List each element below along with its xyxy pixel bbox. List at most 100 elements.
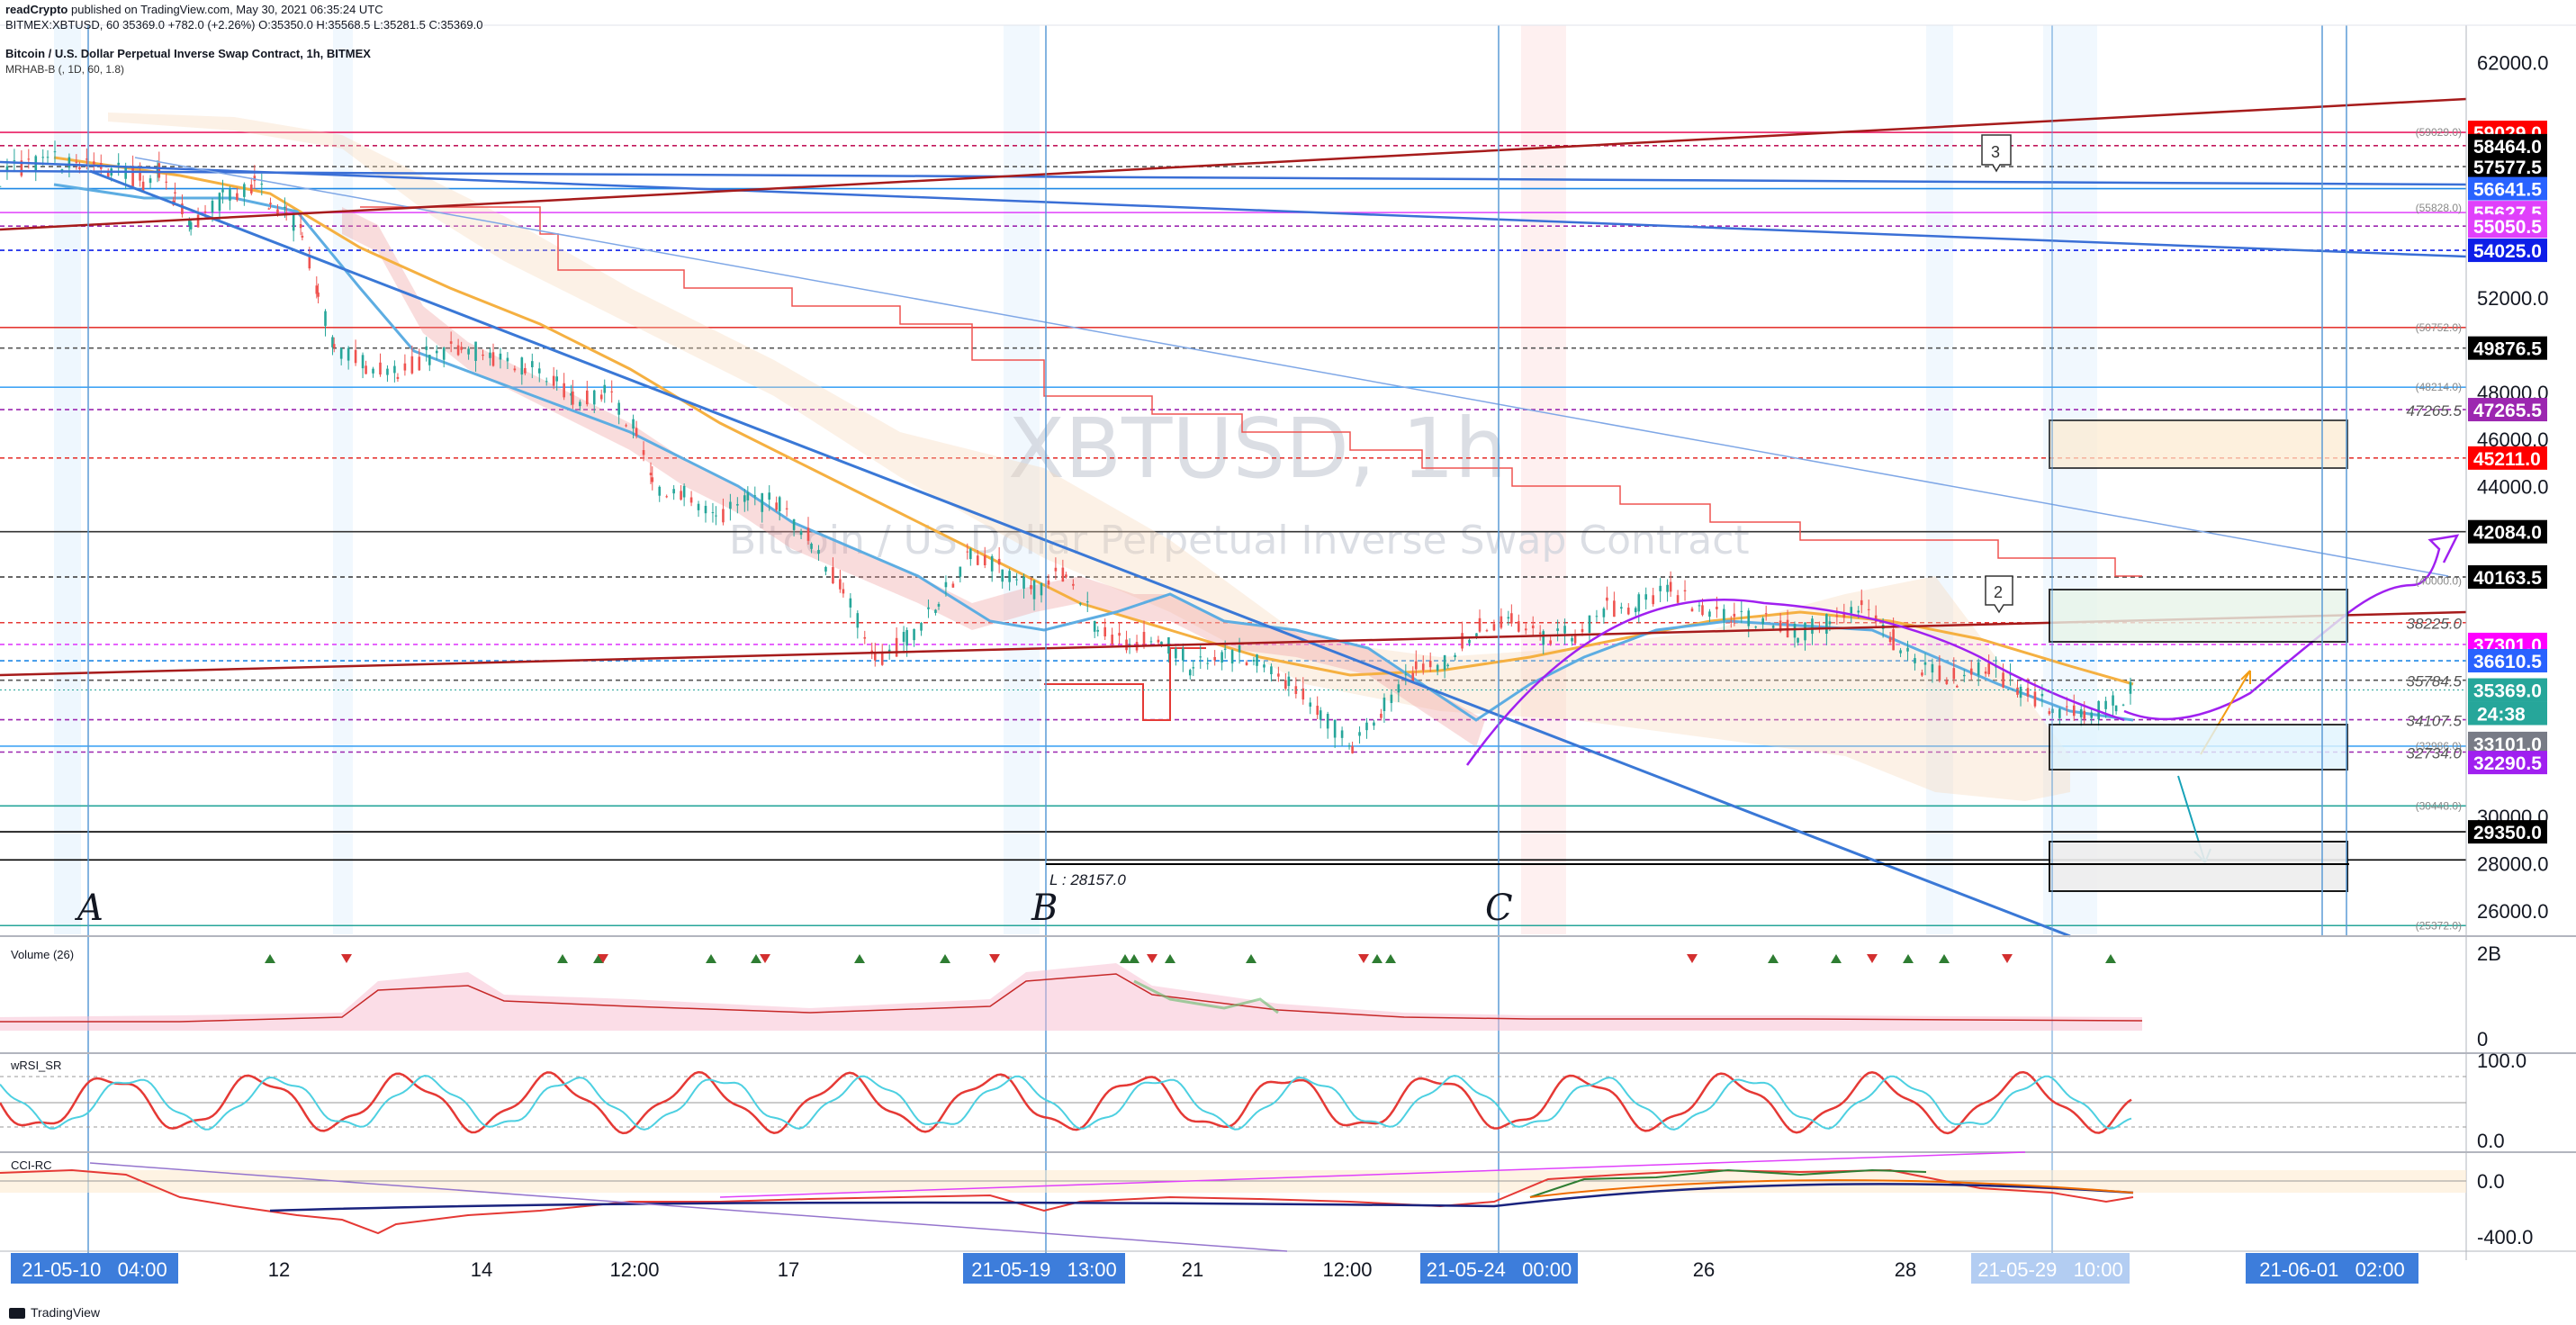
candle-body	[545, 381, 548, 383]
time-axis-tick: 12:00	[609, 1258, 659, 1281]
price-tag-value: 36610.5	[2473, 652, 2542, 672]
level-value-label: (50752.0)	[2416, 321, 2462, 334]
level-value-label: (25372.0)	[2416, 919, 2462, 932]
candle-body	[1828, 621, 1832, 625]
volume-tick-max: 2B	[2477, 942, 2501, 965]
candle-body	[1245, 662, 1248, 666]
candle-body	[1669, 581, 1672, 592]
candle-body	[396, 376, 400, 379]
projection-purple-arc	[1465, 599, 2125, 766]
candle-body	[1085, 601, 1089, 603]
candle-body	[1793, 623, 1797, 638]
time-axis[interactable]: 12 14 12:00 17 21 12:00 26 28 21-05-10 04:00 21-0…	[11, 1253, 2418, 1284]
indicator-label[interactable]: MRHAB-B (, 1D, 60, 1.8)	[5, 63, 125, 76]
candle-body	[1294, 686, 1298, 694]
price-tag-bg	[2468, 649, 2547, 673]
candle-body	[1326, 714, 1329, 729]
candle-body	[1779, 620, 1782, 632]
candle-body	[1835, 615, 1839, 617]
candle-body	[2104, 700, 2107, 709]
candle-body	[1256, 654, 1258, 666]
level-value-label: 34107.5	[2407, 713, 2463, 730]
callout-3[interactable]: 3	[1981, 134, 2012, 173]
candle-body	[158, 163, 161, 178]
trendline-thin-blue	[134, 157, 2449, 577]
candle-body	[1747, 610, 1751, 626]
candle-body	[27, 158, 31, 160]
level-value-label: (30448.0)	[2416, 799, 2462, 812]
trendline-blue-top	[0, 169, 2467, 186]
candle-body	[704, 505, 707, 514]
volume-down-marker	[1358, 954, 1369, 963]
candle-body	[1945, 680, 1949, 684]
candle-body	[873, 653, 877, 661]
candle-body	[651, 477, 654, 482]
time-axis-tag: 21-05-19 13:00	[971, 1258, 1116, 1281]
candle-body	[372, 368, 374, 374]
cci-tick-zero: 0.0	[2477, 1170, 2505, 1193]
candle-body	[1157, 639, 1160, 643]
candle-body	[715, 515, 717, 517]
candle-body	[913, 628, 915, 641]
candle-body	[902, 632, 905, 642]
price-tag-bg	[2468, 820, 2547, 844]
candle-body	[1899, 650, 1902, 653]
candle-body	[1659, 585, 1662, 591]
level-value-label: (32986.0)	[2416, 740, 2462, 753]
callout-2[interactable]: 2	[1985, 575, 2013, 614]
rsi-pane-label[interactable]: wRSI_SR	[11, 1059, 62, 1072]
candle-body	[1740, 610, 1743, 612]
candle-body	[149, 178, 152, 184]
price-tag-value: 58464.0	[2473, 137, 2542, 158]
price-tag-value: 32290.5	[2473, 753, 2542, 774]
candle-body	[2033, 691, 2037, 707]
candle-body	[1764, 613, 1768, 615]
rsi-tick-min: 0.0	[2477, 1130, 2505, 1152]
candle-body	[2002, 672, 2004, 688]
volume-pane-label[interactable]: Volume (26)	[11, 948, 75, 961]
candle-body	[1914, 658, 1916, 663]
candle-body	[983, 555, 986, 565]
candle-body	[842, 589, 845, 594]
candle-body	[1008, 571, 1011, 582]
publisher-name[interactable]: readCrypto	[5, 3, 68, 16]
candle-body	[1213, 656, 1216, 661]
candle-body	[1538, 632, 1542, 635]
candle-body	[5, 166, 9, 171]
zone-box-bottom[interactable]	[2049, 841, 2348, 892]
candle-body	[1347, 745, 1351, 747]
candle-body	[799, 531, 803, 536]
candle-body	[1588, 615, 1591, 633]
zone-box-mid[interactable]	[2049, 589, 2348, 643]
price-tag-value: 35369.0	[2473, 681, 2542, 702]
candle-body	[1825, 614, 1828, 635]
candle-body	[131, 167, 134, 187]
candle-body	[2065, 706, 2068, 708]
candle-body	[46, 157, 50, 158]
cci-pane-label[interactable]: CCI-RC	[11, 1158, 52, 1172]
candle-body	[1404, 674, 1408, 676]
level-value-label: (59029.0)	[2416, 126, 2462, 139]
candle-body	[435, 350, 438, 354]
candle-body	[753, 495, 757, 497]
candle-body	[1984, 672, 1987, 674]
candle-body	[317, 292, 320, 297]
candle-body	[682, 485, 686, 498]
candle-body	[603, 384, 607, 393]
tradingview-footer[interactable]: TradingView	[9, 1305, 100, 1320]
candle-body	[880, 652, 884, 665]
candle-body	[403, 363, 407, 371]
zone-box-low[interactable]	[2049, 724, 2348, 771]
candle-body	[1284, 680, 1287, 690]
candle-body	[635, 428, 638, 437]
volume-up-marker	[265, 954, 275, 963]
candle-body	[1309, 702, 1312, 708]
candle-body	[672, 489, 675, 494]
candle-body	[1510, 613, 1513, 624]
candle-body	[1142, 631, 1146, 645]
candle-body	[250, 185, 253, 194]
zone-box-upper[interactable]	[2049, 419, 2348, 469]
time-axis-tag: 21-05-10 04:00	[22, 1258, 167, 1281]
volume-down-marker	[2002, 954, 2013, 963]
